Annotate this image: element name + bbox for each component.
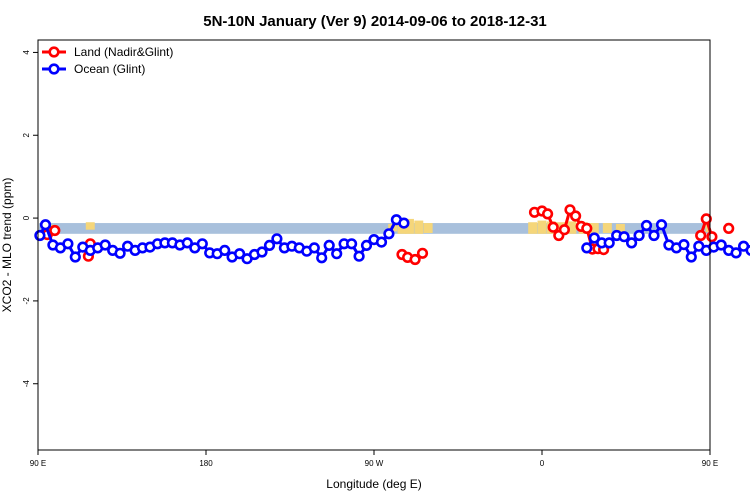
land-point [547,221,559,233]
x-tick-label: 90 E [702,459,718,468]
band-layer [39,223,709,234]
ocean-point [346,238,358,250]
ocean-point [640,219,653,232]
land-patch [85,222,95,230]
land-point [581,222,593,234]
legend: Land (Nadir&Glint) Ocean (Glint) [42,45,173,76]
ocean-point [625,237,638,249]
y-axis: -4 -2 0 2 4 [22,50,38,388]
land-point [49,224,61,237]
land-point [409,253,421,266]
land-patch [528,222,538,234]
y-tick-label: -4 [22,380,31,388]
ocean-point [581,242,593,254]
land-point [700,213,712,225]
land-patch [537,220,547,234]
land-point [416,247,429,259]
legend-entry-ocean: Ocean (Glint) [42,62,145,76]
xco2-band [39,223,709,234]
y-tick-label: 4 [22,50,31,55]
y-axis-label: XCO2 - MLO trend (ppm) [0,178,14,313]
ocean-point [323,239,335,251]
x-tick-label: 90 E [30,459,46,468]
ocean-point [219,244,231,256]
ocean-point [69,251,81,263]
ocean-point [730,247,742,259]
x-tick-label: 90 W [365,459,384,468]
land-patch [589,223,599,234]
x-axis: 90 E 180 90 W 0 90 E [30,450,718,468]
land-point [723,222,735,234]
ocean-point [99,239,111,251]
land-patch [414,220,424,234]
land-patch [567,221,577,234]
x-axis-label: Longitude (deg E) [326,477,421,491]
ocean-point [633,229,645,242]
ocean-point [360,239,373,251]
ocean-point [745,244,750,256]
legend-swatch-marker-ocean [48,63,60,75]
chart-title: 5N-10N January (Ver 9) 2014-09-06 to 201… [203,13,547,30]
land-patch [602,223,612,233]
ocean-point [685,251,697,263]
ocean-point [648,229,660,242]
ocean-point [398,217,410,229]
ocean-point [353,250,365,262]
land-patch [615,223,625,233]
land-point [569,210,582,222]
y-tick-label: 2 [22,132,31,137]
y-tick-label: -2 [22,297,31,305]
series-layer [34,204,750,266]
x-tick-label: 0 [540,459,545,468]
ocean-point [263,239,276,251]
ocean-point [308,242,320,254]
ocean-point [234,248,246,260]
plot-area [34,39,750,451]
ocean-point [62,238,74,250]
land-point [695,229,707,242]
ocean-point [655,219,668,231]
ocean-point [256,246,268,258]
legend-label-land: Land (Nadir&Glint) [74,45,173,59]
ocean-point [196,238,208,250]
ocean-point [588,232,600,244]
ocean-point [114,247,126,259]
land-point [541,208,554,220]
ocean-point [375,236,388,248]
ocean-point [603,237,615,249]
ocean-point [316,252,328,264]
land-patch [423,223,433,233]
ocean-point [39,219,52,231]
legend-entry-land: Land (Nadir&Glint) [42,45,173,59]
x-tick-label: 180 [199,459,213,468]
land-point [558,224,571,236]
legend-swatch-marker-land [48,46,60,58]
ocean-point [678,239,690,251]
y-tick-label: 0 [22,215,31,220]
ocean-point [181,237,193,249]
ocean-point [383,228,395,240]
land-patch [705,224,709,233]
ocean-point [331,248,343,260]
ocean-point [715,239,727,251]
ocean-point [271,233,283,245]
legend-label-ocean: Ocean (Glint) [74,62,145,76]
land-point [706,231,718,243]
land-patch [404,218,414,234]
ocean-point [618,231,630,243]
ocean-point [34,229,46,242]
